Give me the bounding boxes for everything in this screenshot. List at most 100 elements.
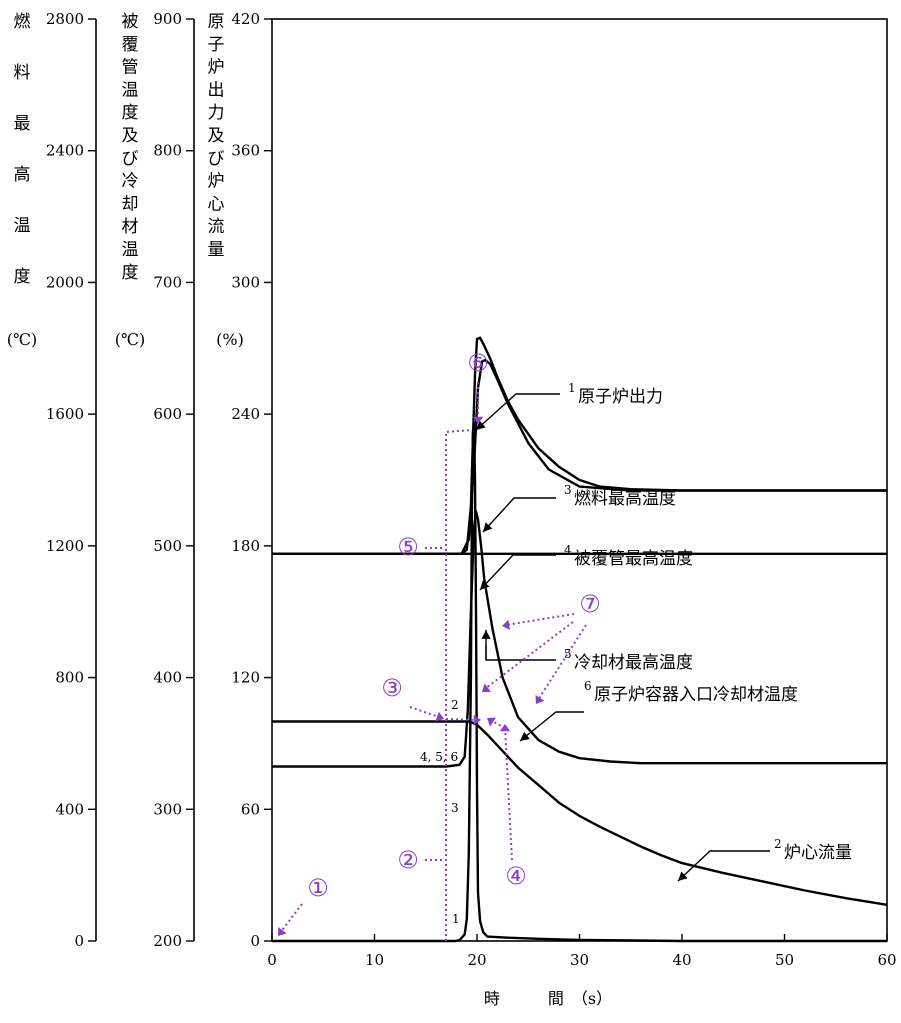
power-flow-axis-label-char: 子	[208, 35, 225, 55]
event-3-arrowhead-b	[473, 714, 481, 726]
marker-layer: ① ② ⑤ ③ ④ ⑥ ⑦	[278, 349, 601, 941]
power-flow-axis-unit: (%)	[216, 330, 244, 349]
series-number-4: 4	[564, 543, 572, 557]
x-tick-label: 50	[775, 951, 794, 969]
fuel-temp-axis-label-char: 料	[14, 63, 31, 83]
fuel-temp-axis-tick-label: 1600	[46, 405, 84, 423]
event-7-arrowhead-c	[535, 695, 545, 704]
x-tick-label: 0	[267, 951, 277, 969]
inline-curve-number: 1	[452, 912, 460, 926]
fuel-temp-axis-tick-label: 800	[55, 669, 84, 687]
clad-temp-axis-label-char: 覆	[122, 35, 139, 55]
event-marker-7: ⑦	[579, 590, 601, 618]
power-flow-axis-tick-label: 0	[250, 932, 260, 950]
series-label-3: 燃料最高温度	[574, 489, 676, 509]
clad-temp-axis-tick-label: 800	[153, 142, 182, 160]
power-flow-axis-label-char: 原	[208, 12, 225, 32]
series-label-5: 冷却材最高温度	[574, 653, 693, 673]
callout-arrowhead	[520, 731, 530, 741]
fuel-temp-axis-label-char: 高	[14, 165, 31, 185]
event-3-arrowhead	[435, 711, 444, 722]
callout-arrowhead	[481, 630, 491, 639]
clad-temp-axis-unit: (℃)	[115, 330, 145, 349]
power-flow-axis-label-char: 炉	[208, 58, 225, 78]
clad-temp-axis-tick-label: 700	[153, 273, 182, 291]
series-number-5: 5	[564, 647, 572, 661]
series-label-4: 被覆管最高温度	[574, 549, 693, 569]
series-2-line	[272, 720, 888, 906]
callout-leader-3	[482, 497, 556, 533]
fuel-temp-axis-tick-label: 2000	[46, 273, 84, 291]
callout-arrowhead	[678, 871, 688, 881]
fuel-temp-axis-unit: (℃)	[7, 330, 37, 349]
power-flow-axis-tick-label: 420	[231, 10, 260, 28]
power-flow-axis-tick-label: 60	[241, 800, 260, 818]
series-3-line	[272, 510, 887, 768]
power-flow-axis-tick-label: 120	[231, 669, 260, 687]
clad-temp-axis-tick-label: 300	[153, 800, 182, 818]
event-6-arrowhead	[472, 416, 484, 424]
power-flow-axis-tick-label: 240	[231, 405, 260, 423]
series-1-line	[272, 421, 887, 943]
event-1-arrow	[279, 903, 303, 934]
scram-dotted-guide	[445, 429, 473, 941]
fuel-temp-axis-label-char: 最	[14, 114, 31, 134]
event-4-arrow	[504, 727, 513, 861]
clad-temp-axis-tick-label: 500	[153, 537, 182, 555]
x-tick-label: 30	[570, 951, 589, 969]
clad-temp-axis-label-char: 温	[122, 240, 139, 260]
power-flow-axis-label-char: 出	[208, 80, 225, 100]
event-7-arrow-b	[485, 621, 574, 689]
x-tick-label: 20	[467, 951, 486, 969]
event-marker-6: ⑥	[467, 349, 489, 377]
power-flow-axis-label-char: 流	[208, 217, 225, 237]
clad-temp-axis-tick-label: 600	[153, 405, 182, 423]
clad-temp-axis-label-char: 被	[122, 12, 139, 32]
fuel-temp-axis-tick-label: 2400	[46, 142, 84, 160]
event-marker-2: ②	[397, 846, 419, 874]
clad-temp-axis-label-char: 材	[122, 217, 139, 237]
fuel-temp-axis-label-char: 温	[14, 216, 31, 236]
callout-leader-1	[475, 393, 560, 431]
power-flow-axis-label-char: 心	[208, 194, 225, 214]
inline-curve-number: 3	[451, 801, 459, 815]
fuel-temp-axis-tick-label: 2800	[46, 10, 84, 28]
callout-leader-6	[519, 711, 584, 742]
series-label-2: 炉心流量	[784, 843, 852, 863]
event-marker-5: ⑤	[397, 533, 419, 561]
event-7-arrow-a	[505, 613, 575, 626]
inline-curve-number: 2	[451, 698, 459, 712]
clad-temp-axis-label-char: 冷	[122, 172, 139, 192]
power-flow-axis-label-char: 力	[208, 103, 225, 123]
power-flow-axis-tick-label: 300	[231, 273, 260, 291]
event-7-arrowhead-b	[482, 683, 491, 692]
series-layer	[272, 336, 888, 943]
callout-arrowhead	[480, 580, 490, 590]
clad-temp-axis-tick-label: 200	[153, 932, 182, 950]
clad-temp-axis-label-char: 度	[122, 263, 139, 283]
fuel-temp-axis-label-char: 度	[14, 267, 31, 287]
series-4-line	[272, 336, 887, 555]
event-4-arrowhead-b	[487, 717, 496, 727]
series-number-3: 3	[564, 483, 572, 497]
callout-leader-4	[479, 554, 556, 591]
inline-curve-number: 4, 5, 6	[420, 750, 458, 764]
clad-temp-axis-label-char: 温	[122, 80, 139, 100]
clad-temp-axis-label-char: 管	[122, 58, 139, 78]
series-label-1: 原子炉出力	[578, 387, 663, 407]
callout-arrowhead	[476, 420, 486, 430]
callout-arrowhead	[483, 522, 493, 532]
event-3-arrow	[409, 706, 443, 719]
x-tick-label: 10	[365, 951, 384, 969]
series-number-6: 6	[584, 679, 592, 693]
series-5-line	[272, 358, 887, 555]
clad-temp-axis-tick-label: 900	[153, 10, 182, 28]
power-flow-axis-label-char: 量	[208, 240, 225, 260]
event-3-arrow-b	[445, 718, 479, 721]
event-marker-1: ①	[307, 874, 329, 902]
fuel-temp-axis-tick-label: 1200	[46, 537, 84, 555]
event-1-arrowhead	[278, 927, 287, 936]
series-number-1: 1	[568, 381, 576, 395]
